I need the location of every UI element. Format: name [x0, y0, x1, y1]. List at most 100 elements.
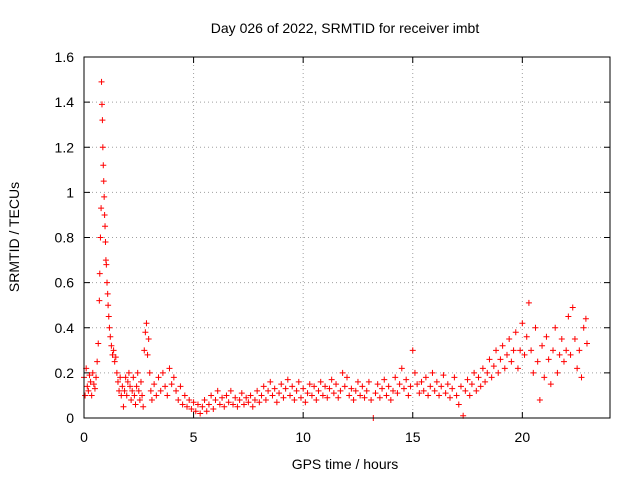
- data-series-srmtid: [81, 78, 590, 421]
- data-point: [103, 261, 110, 268]
- data-point: [102, 239, 109, 246]
- data-point: [361, 394, 368, 401]
- data-point: [381, 376, 388, 383]
- data-point: [486, 356, 493, 363]
- data-point: [315, 387, 322, 394]
- data-point: [517, 347, 524, 354]
- data-point: [392, 374, 399, 381]
- data-point: [135, 387, 142, 394]
- data-point: [409, 347, 416, 354]
- data-point: [477, 383, 484, 390]
- data-point: [267, 378, 274, 385]
- data-point: [280, 394, 287, 401]
- data-point: [153, 392, 160, 399]
- data-point: [457, 383, 464, 390]
- data-point: [530, 369, 537, 376]
- data-point: [365, 378, 372, 385]
- x-tick-label: 15: [405, 429, 421, 445]
- data-point: [368, 396, 375, 403]
- data-point: [278, 381, 285, 388]
- data-point: [95, 340, 102, 347]
- data-point: [205, 401, 212, 408]
- data-point: [256, 399, 263, 406]
- data-point: [287, 392, 294, 399]
- data-point: [173, 387, 180, 394]
- y-tick-label: 1.2: [55, 139, 75, 155]
- data-point: [317, 378, 324, 385]
- data-point: [567, 351, 574, 358]
- data-point: [114, 378, 121, 385]
- data-point: [240, 401, 247, 408]
- data-point: [100, 178, 107, 185]
- data-point: [326, 385, 333, 392]
- data-point: [97, 234, 104, 241]
- data-point: [112, 354, 119, 361]
- data-point: [254, 387, 261, 394]
- data-point: [128, 396, 135, 403]
- data-point: [141, 347, 148, 354]
- data-point: [96, 297, 103, 304]
- data-point: [101, 211, 108, 218]
- data-point: [219, 394, 226, 401]
- data-point: [328, 376, 335, 383]
- data-point: [245, 399, 252, 406]
- data-point: [512, 329, 519, 336]
- data-point: [578, 374, 585, 381]
- data-point: [383, 392, 390, 399]
- data-point: [425, 392, 432, 399]
- data-point: [525, 299, 532, 306]
- data-point: [105, 302, 112, 309]
- data-point: [582, 315, 589, 322]
- data-point: [333, 381, 340, 388]
- data-point: [162, 383, 169, 390]
- data-point: [216, 401, 223, 408]
- data-point: [98, 101, 105, 108]
- data-point: [532, 324, 539, 331]
- data-point: [139, 392, 146, 399]
- data-point: [282, 385, 289, 392]
- data-point: [379, 385, 386, 392]
- y-tick-label: 0: [66, 410, 74, 426]
- data-point: [330, 390, 337, 397]
- data-point: [376, 394, 383, 401]
- data-point: [354, 378, 361, 385]
- data-point: [414, 381, 421, 388]
- data-point: [308, 392, 315, 399]
- x-tick-label: 20: [515, 429, 531, 445]
- data-point: [398, 365, 405, 372]
- data-point: [442, 390, 449, 397]
- data-point: [374, 381, 381, 388]
- data-point: [468, 381, 475, 388]
- data-point: [110, 347, 117, 354]
- data-point: [302, 399, 309, 406]
- data-point: [558, 336, 565, 343]
- data-point: [91, 385, 98, 392]
- data-point: [471, 369, 478, 376]
- data-point: [438, 383, 445, 390]
- x-tick-label: 0: [80, 429, 88, 445]
- data-point: [98, 205, 105, 212]
- data-point: [145, 336, 152, 343]
- data-point: [234, 403, 241, 410]
- data-point: [105, 313, 112, 320]
- data-point: [151, 381, 158, 388]
- data-point: [565, 313, 572, 320]
- data-point: [436, 392, 443, 399]
- data-point: [137, 378, 144, 385]
- data-point: [444, 381, 451, 388]
- data-point: [407, 383, 414, 390]
- data-point: [390, 387, 397, 394]
- data-point: [385, 383, 392, 390]
- data-point: [455, 401, 462, 408]
- data-point: [269, 392, 276, 399]
- data-point: [453, 392, 460, 399]
- data-point: [188, 405, 195, 412]
- data-point: [251, 396, 258, 403]
- data-point: [583, 340, 590, 347]
- data-point: [140, 403, 147, 410]
- data-point: [519, 320, 526, 327]
- data-point: [440, 372, 447, 379]
- data-point: [155, 374, 162, 381]
- data-point: [262, 396, 269, 403]
- data-point: [484, 369, 491, 376]
